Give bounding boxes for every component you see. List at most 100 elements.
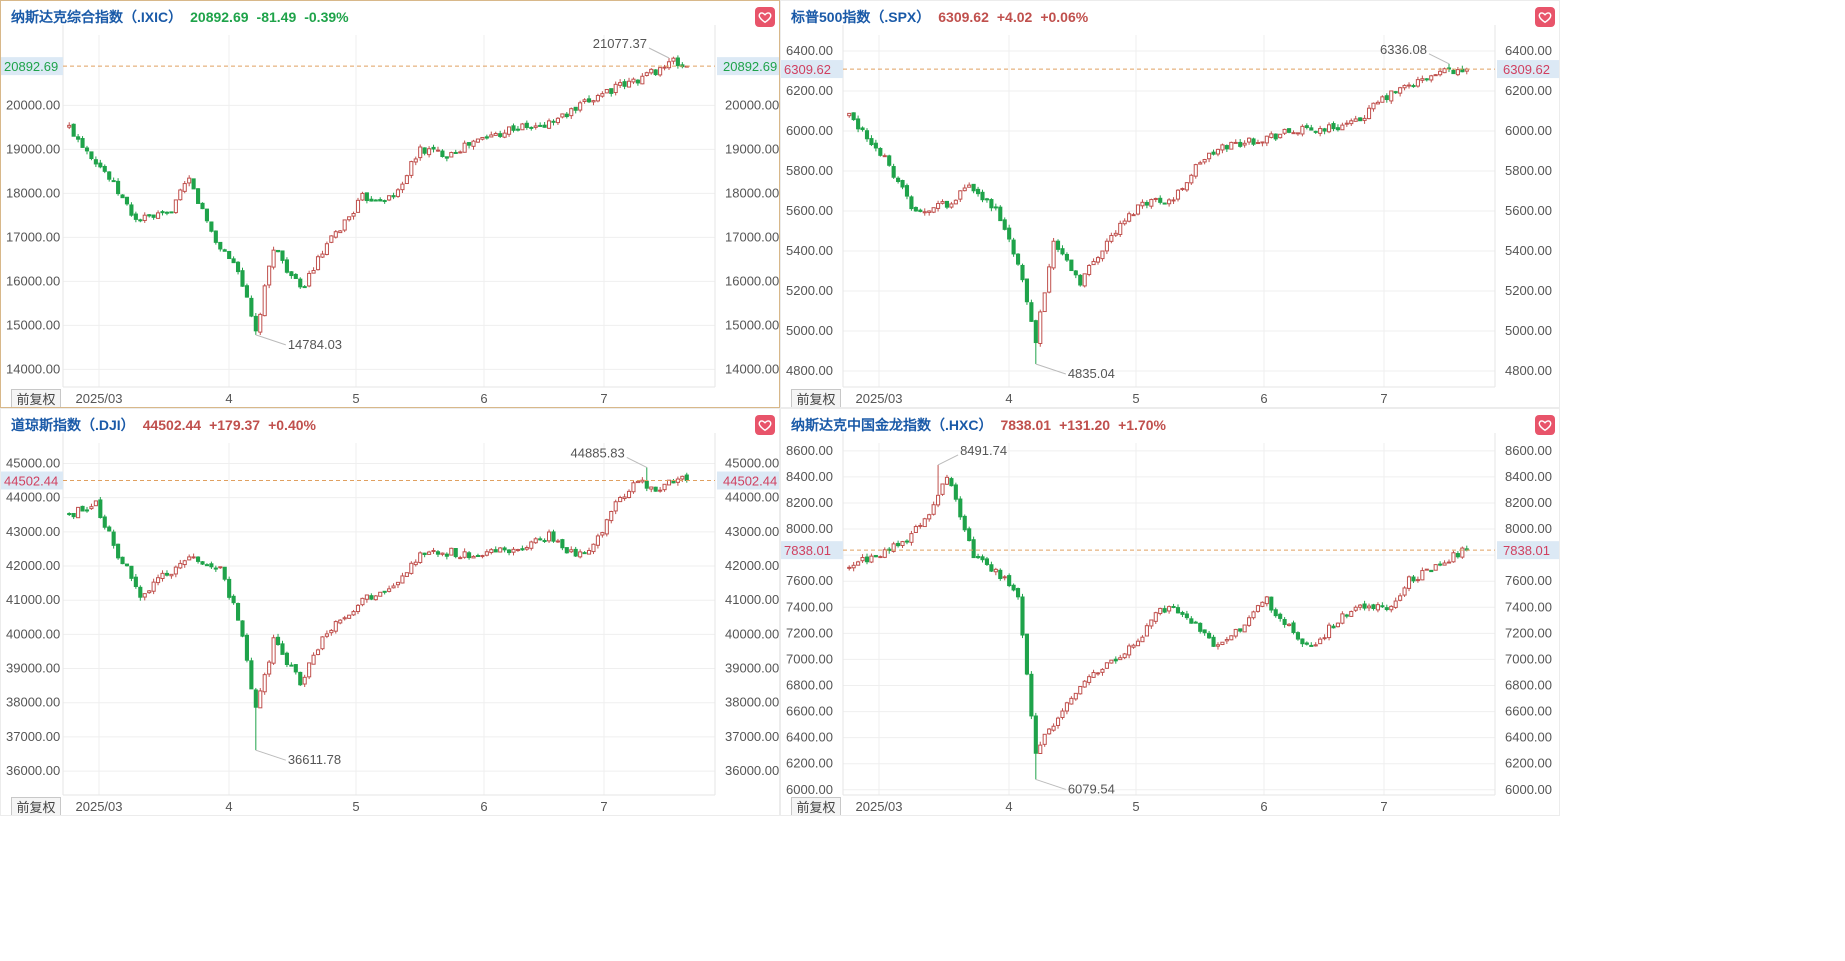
y-tick-label-right: 5200.00 — [1505, 283, 1552, 298]
candle-body — [1326, 124, 1332, 133]
candle-body — [302, 676, 307, 685]
candle-body — [1442, 562, 1447, 566]
candle-body — [860, 127, 865, 131]
y-tick-label-right: 39000.00 — [725, 661, 779, 676]
candle-body — [218, 241, 223, 250]
y-tick-label-right: 5400.00 — [1505, 243, 1552, 258]
candle-body — [173, 199, 178, 214]
candle-body — [258, 690, 263, 709]
y-tick-label-left: 4800.00 — [786, 363, 833, 378]
candle-body — [989, 199, 994, 209]
candle-body — [1291, 132, 1296, 135]
candle-body — [440, 552, 445, 555]
candle-body — [1278, 133, 1283, 139]
candle-body — [444, 553, 449, 557]
candle-body — [1189, 618, 1194, 624]
candle-body — [1118, 657, 1123, 661]
candle-body — [644, 480, 649, 489]
favorite-button[interactable] — [755, 7, 775, 27]
candle-body — [355, 604, 361, 613]
candlestick-chart[interactable]: 4800.00 4800.00 5000.00 5000.00 5200.00 5200.… — [781, 1, 1560, 408]
high-annotation: 6336.08 — [1380, 42, 1427, 57]
candle-body — [1420, 78, 1425, 81]
candle-body — [156, 577, 161, 584]
low-leader — [255, 749, 286, 761]
candle-body — [1024, 633, 1029, 675]
candle-body — [600, 532, 605, 536]
candle-body — [631, 482, 636, 493]
favorite-button[interactable] — [755, 415, 775, 435]
candle-body — [204, 208, 210, 222]
candle-body — [1207, 152, 1212, 160]
candle-body — [675, 478, 680, 483]
candle-body — [1366, 605, 1372, 609]
candle-body — [640, 75, 645, 85]
candle-body — [360, 597, 365, 606]
x-tick-label: 4 — [1005, 799, 1012, 814]
candle-body — [84, 509, 90, 512]
candle-body — [458, 151, 463, 154]
candle-body — [1438, 563, 1443, 566]
favorite-button[interactable] — [1535, 415, 1555, 435]
candle-body — [1362, 603, 1367, 609]
adjust-mode-button[interactable]: 前复权 — [11, 389, 61, 407]
index-change: +179.37 — [209, 417, 261, 433]
heart-icon — [1538, 420, 1552, 432]
low-annotation: 36611.78 — [288, 752, 341, 767]
adjust-mode-button[interactable]: 前复权 — [11, 797, 61, 815]
candle-body — [267, 661, 272, 675]
candlestick-chart[interactable]: 14000.00 14000.00 15000.00 15000.00 16000.00… — [1, 1, 780, 408]
favorite-button[interactable] — [1535, 7, 1555, 27]
candle-body — [586, 98, 592, 103]
candle-body — [1287, 623, 1292, 627]
y-tick-label-right: 38000.00 — [725, 695, 779, 710]
candle-body — [1167, 199, 1172, 205]
last-price-tag-right — [1497, 541, 1559, 560]
candlestick-chart[interactable]: 36000.00 36000.00 37000.00 37000.00 38000.00… — [1, 409, 780, 816]
candle-body — [1033, 320, 1038, 344]
candle-body — [635, 79, 640, 84]
candle-body — [391, 195, 396, 198]
candlestick-chart[interactable]: 6000.00 6000.00 6200.00 6200.00 6400.00 6400.… — [781, 409, 1560, 816]
candle-body — [1087, 265, 1092, 275]
y-tick-label-right: 14000.00 — [725, 361, 779, 376]
candle-body — [533, 125, 538, 128]
chart-panel-1[interactable]: 纳斯达克综合指数（.IXIC） 20892.69 -81.49 -0.39% 14000… — [0, 0, 780, 408]
candle-body — [1002, 219, 1007, 230]
candle-body — [962, 515, 967, 531]
chart-panel-4[interactable]: 纳斯达克中国金龙指数（.HXC） 7838.01 +131.20 +1.70% 6000… — [780, 408, 1560, 816]
chart-panel-3[interactable]: 道琼斯指数（.DJI） 44502.44 +179.37 +0.40% 36000.00… — [0, 408, 780, 816]
adjust-mode-button[interactable]: 前复权 — [791, 797, 841, 815]
candle-body — [1038, 311, 1043, 344]
candle-body — [244, 285, 249, 298]
adjust-mode-button[interactable]: 前复权 — [791, 389, 841, 407]
candle-body — [1295, 132, 1301, 135]
candle-body — [315, 649, 321, 656]
candle-body — [302, 286, 307, 289]
candle-body — [1015, 253, 1021, 265]
candle-body — [1335, 622, 1340, 628]
last-price-tag-right — [717, 471, 779, 490]
candle-body — [1011, 239, 1016, 255]
candle-body — [1051, 725, 1056, 731]
chart-panel-2[interactable]: 标普500指数（.SPX） 6309.62 +4.02 +0.06% 4800.00 48… — [780, 0, 1560, 408]
candle-body — [1402, 587, 1407, 596]
candle-body — [931, 207, 936, 213]
candle-body — [329, 629, 334, 634]
candle-body — [1162, 608, 1167, 613]
candle-body — [1247, 137, 1252, 143]
candle-body — [329, 235, 334, 243]
candle-body — [1073, 270, 1078, 276]
high-leader — [1428, 53, 1450, 65]
candle-body — [484, 136, 489, 139]
high-annotation: 21077.37 — [593, 36, 647, 51]
chart-header: 纳斯达克综合指数（.IXIC） 20892.69 -81.49 -0.39% — [11, 7, 357, 27]
candle-body — [515, 128, 521, 131]
candle-body — [138, 219, 143, 222]
candle-body — [1193, 164, 1198, 177]
candle-body — [511, 548, 516, 553]
candle-body — [507, 126, 512, 135]
candle-body — [1127, 213, 1132, 222]
candle-body — [1158, 607, 1163, 615]
candle-body — [298, 671, 303, 686]
